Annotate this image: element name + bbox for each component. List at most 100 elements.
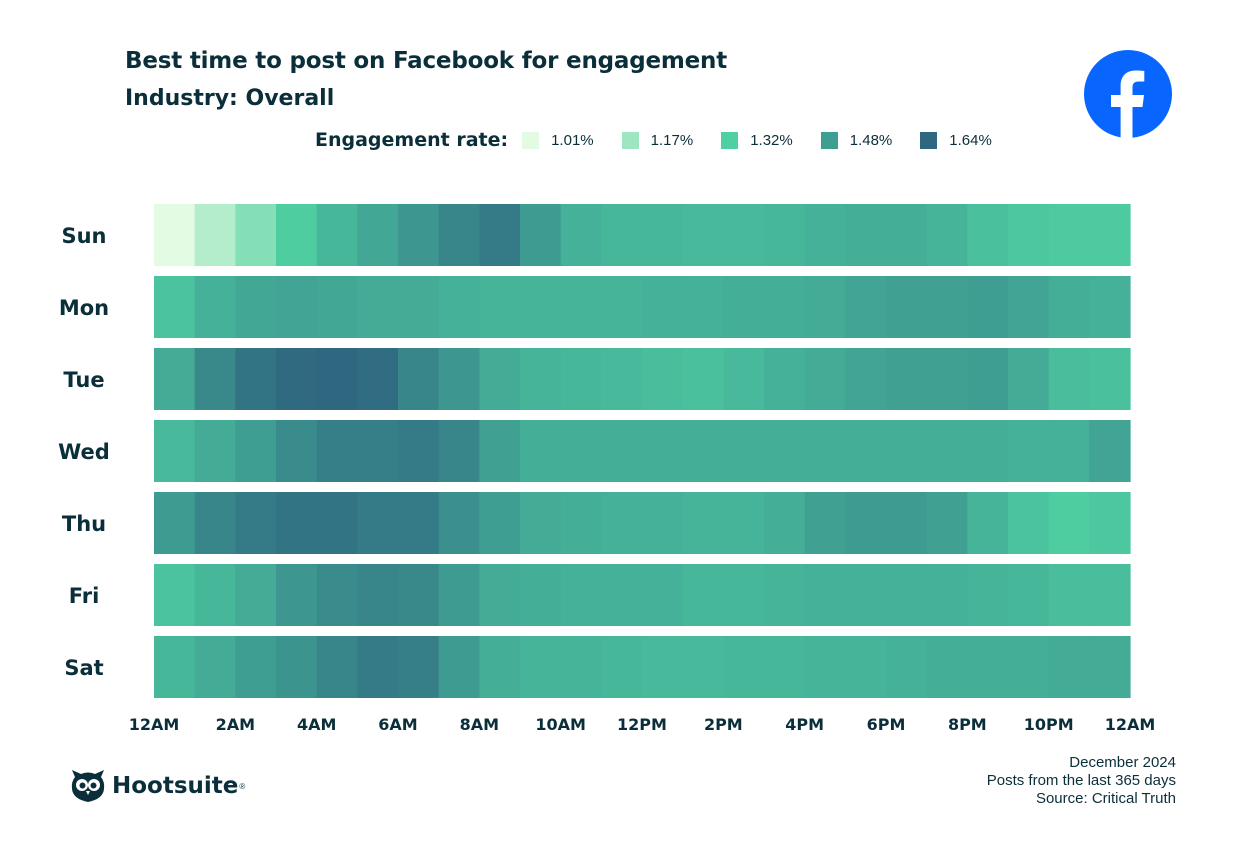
heatmap-cell bbox=[235, 420, 277, 482]
heatmap-cell bbox=[601, 492, 643, 554]
heatmap-cell bbox=[601, 564, 643, 626]
heatmap-cell bbox=[926, 204, 968, 266]
heatmap-cell bbox=[886, 348, 928, 410]
row-label: Wed bbox=[58, 440, 110, 464]
heatmap-cell bbox=[357, 420, 399, 482]
heatmap-cell bbox=[642, 348, 684, 410]
heatmap-cell bbox=[316, 348, 358, 410]
brand-registered-mark: ® bbox=[239, 781, 246, 791]
heatmap-cell bbox=[1008, 420, 1050, 482]
heatmap-cell bbox=[723, 276, 765, 338]
heatmap-cell bbox=[723, 348, 765, 410]
heatmap-cell bbox=[967, 564, 1009, 626]
heatmap-cell bbox=[520, 348, 562, 410]
legend-swatch bbox=[522, 131, 540, 149]
heatmap-cell bbox=[520, 636, 562, 698]
heatmap-cell bbox=[438, 492, 480, 554]
footer-note: Posts from the last 365 days bbox=[986, 772, 1176, 789]
heatmap-cell bbox=[682, 564, 724, 626]
heatmap-cell bbox=[276, 276, 318, 338]
heatmap-cell bbox=[438, 564, 480, 626]
heatmap-cell bbox=[398, 348, 440, 410]
legend-label: 1.17% bbox=[650, 131, 694, 149]
heatmap-cell bbox=[845, 492, 887, 554]
heatmap-cell bbox=[357, 276, 399, 338]
heatmap-cell bbox=[194, 420, 236, 482]
heatmap-cell bbox=[316, 276, 358, 338]
heatmap-cell bbox=[682, 636, 724, 698]
heatmap-cell bbox=[1089, 420, 1131, 482]
heatmap-cell bbox=[357, 636, 399, 698]
legend-swatch bbox=[820, 131, 838, 149]
heatmap-cell bbox=[1089, 492, 1131, 554]
heatmap-cell bbox=[682, 492, 724, 554]
row-label: Sat bbox=[64, 656, 103, 680]
x-tick-label: 10AM bbox=[535, 715, 586, 734]
heatmap-cell bbox=[194, 348, 236, 410]
x-tick-label: 12AM bbox=[1105, 715, 1156, 734]
heatmap-cell bbox=[276, 348, 318, 410]
heatmap-cell bbox=[764, 564, 806, 626]
heatmap-cell bbox=[1008, 636, 1050, 698]
legend-label: 1.32% bbox=[750, 131, 793, 149]
row-label: Thu bbox=[62, 512, 106, 536]
heatmap-cell bbox=[316, 636, 358, 698]
heatmap-cell bbox=[886, 564, 928, 626]
footer-source: Source: Critical Truth bbox=[1035, 790, 1176, 807]
heatmap-cell bbox=[357, 204, 399, 266]
heatmap-cell bbox=[398, 564, 440, 626]
heatmap-cell bbox=[886, 204, 928, 266]
heatmap-cell bbox=[804, 492, 846, 554]
x-tick-label: 4PM bbox=[785, 715, 824, 734]
footer-date: December 2024 bbox=[1069, 754, 1176, 771]
heatmap-cell bbox=[682, 348, 724, 410]
heatmap-cell bbox=[520, 492, 562, 554]
heatmap-cell bbox=[967, 276, 1009, 338]
heatmap-cell bbox=[886, 492, 928, 554]
heatmap-cell bbox=[804, 564, 846, 626]
legend-item: 1.32% bbox=[721, 131, 793, 149]
heatmap-cell bbox=[1048, 204, 1090, 266]
heatmap-cell bbox=[1008, 204, 1050, 266]
heatmap-cell bbox=[357, 492, 399, 554]
heatmap-cell bbox=[316, 420, 358, 482]
heatmap-cell bbox=[398, 492, 440, 554]
x-tick-label: 12PM bbox=[617, 715, 667, 734]
heatmap-cell bbox=[926, 492, 968, 554]
heatmap-cell bbox=[560, 492, 602, 554]
heatmap-cell bbox=[601, 276, 643, 338]
heatmap-cell bbox=[235, 348, 277, 410]
legend-item: 1.64% bbox=[920, 131, 992, 149]
heatmap-cell bbox=[479, 564, 521, 626]
x-tick-label: 2AM bbox=[216, 715, 255, 734]
heatmap-cell bbox=[1089, 348, 1131, 410]
heatmap-chart: Sun Mon Tue Wed Thu Fri Sat 12AM 2AM 4AM 6AM 8AM 10A… bbox=[58, 204, 1156, 734]
heatmap-cell bbox=[642, 204, 684, 266]
heatmap-cell bbox=[276, 420, 318, 482]
heatmap-cell bbox=[479, 348, 521, 410]
heatmap-cell bbox=[235, 636, 277, 698]
heatmap-cell bbox=[1008, 492, 1050, 554]
heatmap-cell bbox=[1048, 420, 1090, 482]
legend-title: Engagement rate: bbox=[315, 129, 509, 151]
x-tick-label: 4AM bbox=[297, 715, 336, 734]
heatmap-cell bbox=[1048, 348, 1090, 410]
heatmap-cell bbox=[764, 276, 806, 338]
legend-item: 1.17% bbox=[621, 131, 694, 149]
x-tick-label: 10PM bbox=[1024, 715, 1074, 734]
heatmap-cell bbox=[235, 492, 277, 554]
x-tick-label: 12AM bbox=[129, 715, 180, 734]
heatmap-cell bbox=[276, 204, 318, 266]
heatmap-cell bbox=[682, 420, 724, 482]
chart-subtitle: Industry: Overall bbox=[125, 86, 335, 111]
heatmap-cell bbox=[560, 420, 602, 482]
heatmap-cell bbox=[316, 564, 358, 626]
heatmap-cell bbox=[560, 204, 602, 266]
heatmap-cell bbox=[723, 420, 765, 482]
heatmap-cell bbox=[479, 636, 521, 698]
heatmap-cell bbox=[438, 636, 480, 698]
heatmap-cell bbox=[560, 564, 602, 626]
row-label: Mon bbox=[59, 296, 109, 320]
heatmap-cell bbox=[398, 420, 440, 482]
heatmap-cell bbox=[723, 564, 765, 626]
